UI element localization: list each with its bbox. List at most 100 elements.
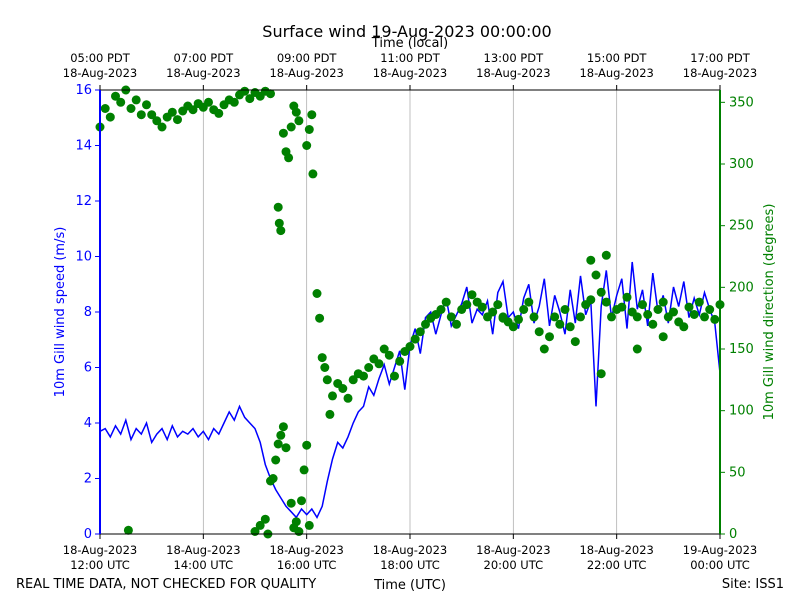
wind-direction-point-13 — [157, 122, 167, 132]
wind-direction-point-12 — [152, 116, 162, 126]
wind-direction-point-140 — [669, 307, 678, 317]
bottom-tick-time-0: 12:00 UTC — [70, 558, 130, 572]
wind-direction-point-133 — [632, 312, 642, 322]
wind-direction-point-120 — [565, 322, 575, 332]
wind-direction-point-16 — [173, 115, 182, 125]
wind-direction-point-84 — [379, 344, 389, 354]
wind-direction-point-111 — [519, 305, 529, 314]
top-tick-date-3: 18-Aug-2023 — [373, 66, 447, 80]
left-tick-label-7: 14 — [75, 139, 92, 154]
bottom-tick-time-3: 18:00 UTC — [380, 558, 440, 572]
wind-direction-point-130 — [617, 302, 627, 312]
wind-direction-point-109 — [508, 322, 518, 332]
wind-direction-point-147 — [705, 305, 715, 314]
left-tick-label-1: 2 — [84, 472, 92, 487]
right-tick-label-7: 350 — [729, 95, 754, 110]
wind-direction-point-155 — [658, 332, 668, 342]
right-tick-label-1: 50 — [729, 465, 746, 480]
left-tick-label-8: 16 — [75, 83, 92, 98]
wind-direction-point-63 — [294, 116, 304, 126]
left-tick-label-4: 8 — [84, 305, 92, 320]
wind-direction-series — [95, 85, 725, 539]
wind-direction-point-153 — [601, 250, 611, 260]
wind-direction-point-125 — [591, 270, 601, 280]
top-tick-time-6: 17:00 PDT — [690, 51, 751, 65]
wind-direction-point-83 — [374, 359, 384, 369]
top-tick-date-5: 18-Aug-2023 — [579, 66, 653, 80]
wind-direction-point-127 — [601, 297, 611, 307]
wind-direction-point-46 — [286, 498, 296, 508]
footer-quality-note: REAL TIME DATA, NOT CHECKED FOR QUALITY — [16, 577, 316, 592]
top-tick-date-2: 18-Aug-2023 — [269, 66, 343, 80]
wind-direction-point-4 — [116, 97, 126, 107]
wind-direction-point-36 — [255, 520, 265, 530]
right-tick-label-6: 300 — [729, 157, 754, 172]
wind-direction-point-122 — [576, 312, 585, 322]
wind-direction-point-106 — [493, 300, 503, 310]
wind-direction-point-10 — [142, 100, 151, 110]
right-tick-label-3: 150 — [729, 342, 754, 357]
bottom-tick-date-2: 18-Aug-2023 — [269, 543, 343, 557]
wind-direction-point-152 — [596, 369, 606, 379]
wind-direction-point-53 — [304, 520, 314, 530]
wind-direction-point-90 — [410, 334, 420, 344]
wind-direction-point-113 — [529, 312, 539, 322]
wind-direction-point-134 — [638, 300, 647, 310]
wind-direction-point-77 — [343, 393, 353, 403]
chart-title: Surface wind 19-Aug-2023 00:00:00 — [262, 22, 551, 41]
bottom-tick-date-0: 18-Aug-2023 — [63, 543, 137, 557]
wind-direction-point-52 — [302, 440, 312, 450]
top-tick-date-6: 18-Aug-2023 — [683, 66, 757, 80]
wind-direction-point-3 — [111, 91, 120, 101]
wind-direction-point-121 — [570, 337, 580, 347]
bottom-tick-time-2: 16:00 UTC — [277, 558, 337, 572]
wind-direction-point-124 — [586, 295, 596, 305]
wind-direction-point-65 — [304, 125, 314, 134]
wind-direction-point-116 — [545, 332, 554, 342]
wind-direction-point-37 — [260, 514, 270, 524]
bottom-tick-date-4: 18-Aug-2023 — [476, 543, 550, 557]
wind-direction-point-91 — [415, 327, 425, 337]
top-axis-label: Time (local) — [371, 36, 448, 51]
wind-direction-point-68 — [312, 289, 322, 298]
wind-direction-point-19 — [188, 105, 198, 115]
wind-direction-point-70 — [317, 353, 327, 363]
wind-direction-point-64 — [302, 141, 312, 150]
wind-direction-point-72 — [322, 375, 332, 385]
wind-direction-point-71 — [320, 363, 330, 372]
wind-direction-point-89 — [405, 342, 415, 351]
wind-direction-point-87 — [395, 356, 405, 366]
wind-direction-point-55 — [274, 218, 284, 228]
wind-direction-point-51 — [299, 465, 309, 475]
wind-direction-point-98 — [452, 319, 461, 329]
wind-direction-point-136 — [648, 319, 658, 329]
wind-direction-point-74 — [328, 391, 337, 401]
wind-direction-point-1 — [100, 104, 110, 113]
top-tick-date-1: 18-Aug-2023 — [166, 66, 240, 80]
wind-direction-point-67 — [308, 169, 318, 179]
wind-direction-point-110 — [514, 314, 523, 324]
wind-direction-point-56 — [276, 226, 286, 236]
wind-direction-point-114 — [534, 327, 544, 337]
wind-direction-point-154 — [632, 344, 642, 354]
bottom-tick-time-6: 00:00 UTC — [690, 558, 750, 572]
wind-direction-point-73 — [325, 409, 335, 419]
wind-direction-point-96 — [441, 297, 451, 307]
top-tick-time-5: 15:00 PDT — [587, 51, 648, 65]
wind-direction-point-146 — [700, 312, 709, 322]
wind-direction-point-148 — [710, 314, 720, 324]
top-tick-time-4: 13:00 PDT — [484, 51, 545, 65]
bottom-tick-time-5: 22:00 UTC — [587, 558, 647, 572]
wind-direction-point-138 — [658, 297, 668, 307]
wind-direction-point-62 — [291, 107, 301, 117]
top-tick-date-4: 18-Aug-2023 — [476, 66, 550, 80]
right-tick-label-2: 100 — [729, 404, 754, 419]
top-tick-time-1: 07:00 PDT — [174, 51, 235, 65]
y-right-axis-label: 10m Gill wind direction (degrees) — [762, 204, 777, 421]
wind-direction-point-9 — [136, 110, 146, 120]
wind-direction-point-105 — [488, 307, 498, 317]
wind-direction-point-97 — [446, 312, 456, 322]
bottom-tick-time-1: 14:00 UTC — [174, 558, 234, 572]
left-tick-label-3: 6 — [84, 361, 92, 376]
wind-direction-point-143 — [684, 302, 694, 312]
